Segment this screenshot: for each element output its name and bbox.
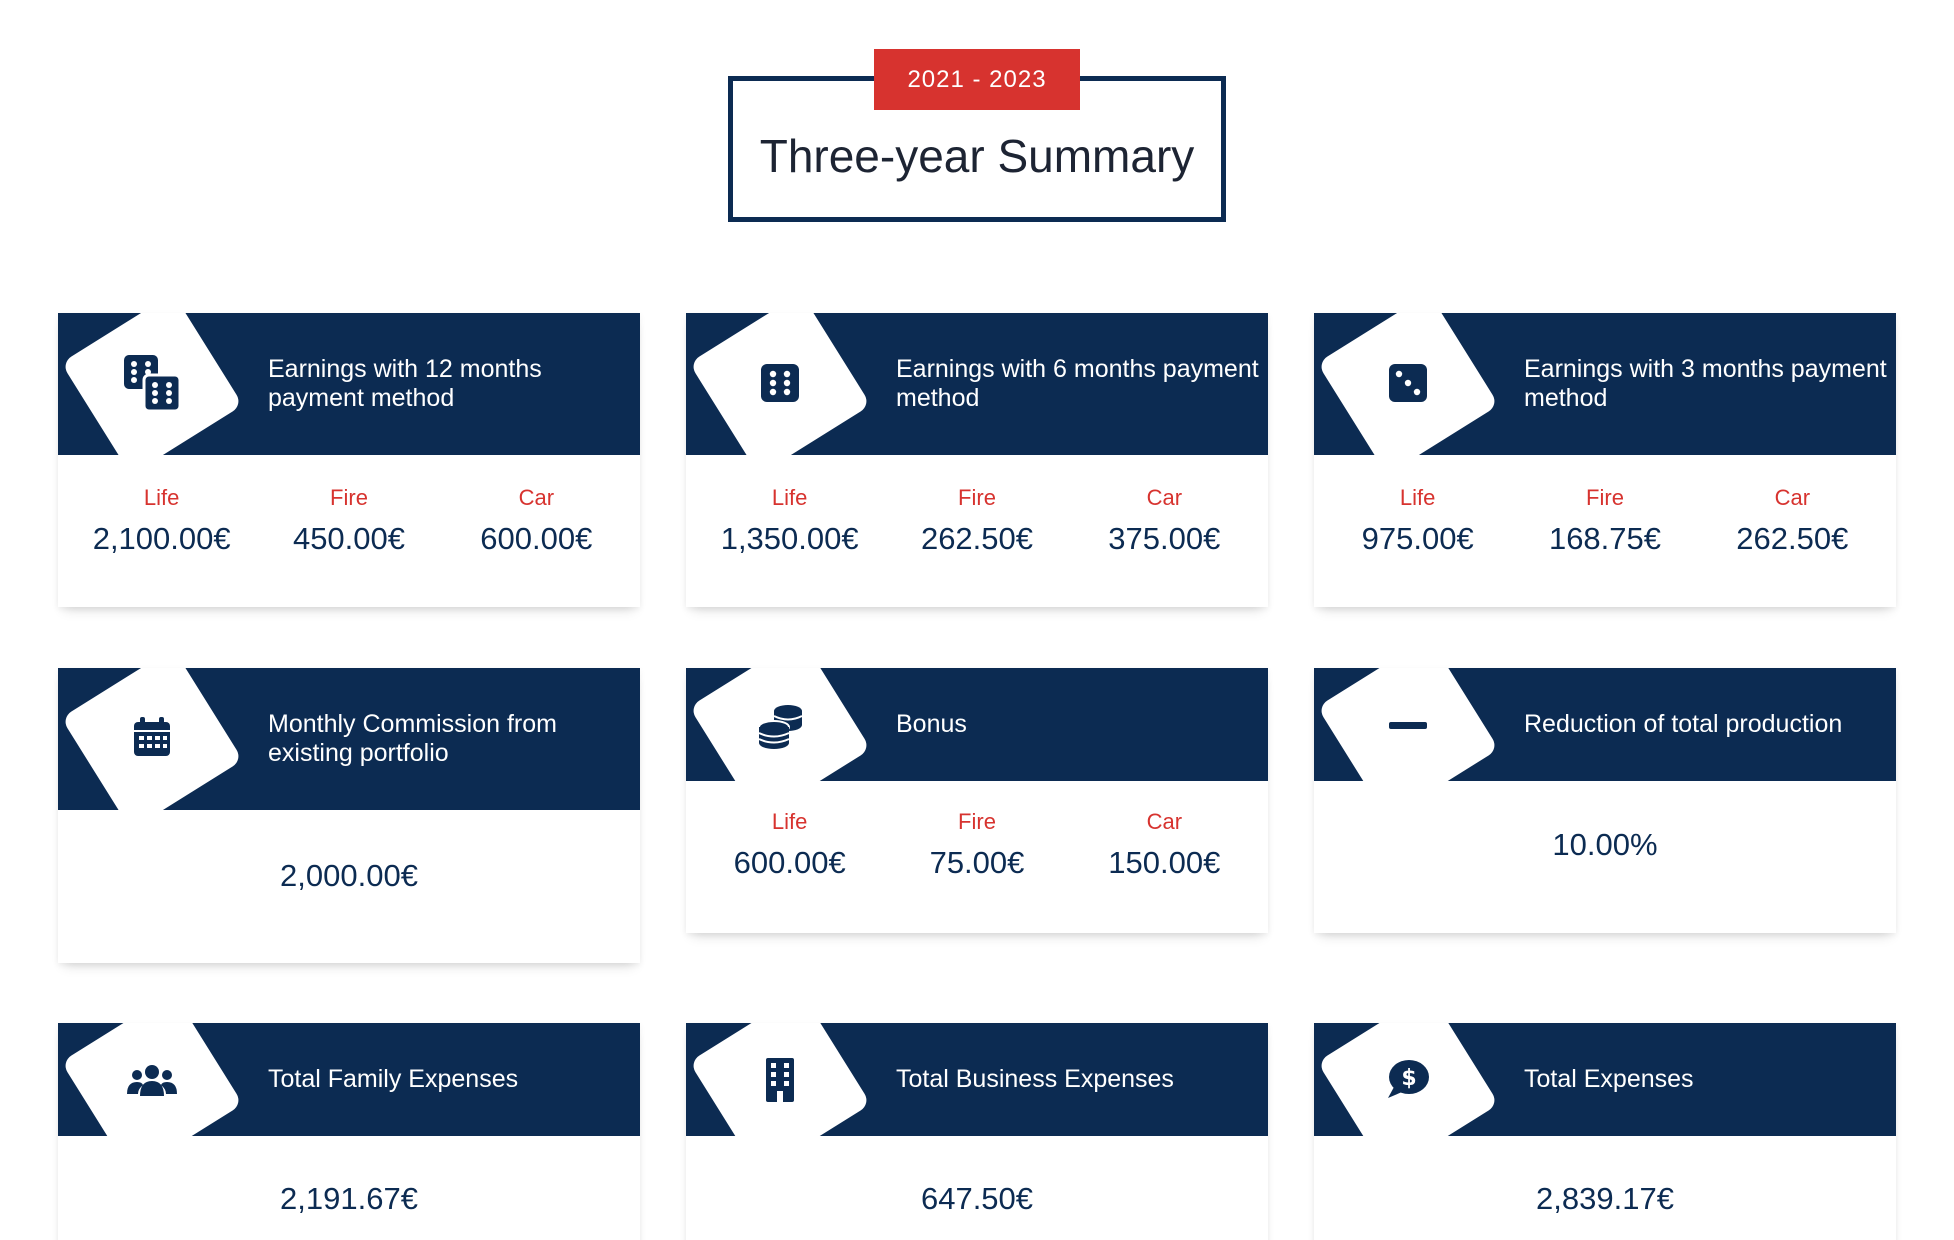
value-column-car: Car 600.00€ bbox=[443, 485, 630, 557]
card-header: $ Total Expenses bbox=[1314, 1023, 1896, 1136]
value-column-life: Life 975.00€ bbox=[1324, 485, 1511, 557]
column-value: 975.00€ bbox=[1361, 521, 1474, 556]
card-header: Earnings with 12 months payment method bbox=[58, 313, 640, 455]
column-label: Car bbox=[1146, 485, 1183, 510]
card-total-family-expenses: Total Family Expenses 2,191.67€ bbox=[58, 1023, 640, 1240]
value-column-fire: Fire 168.75€ bbox=[1511, 485, 1698, 557]
card-header: Earnings with 6 months payment method bbox=[686, 313, 1268, 455]
value-column-car: Car 150.00€ bbox=[1071, 809, 1258, 881]
value-column-life: Life 600.00€ bbox=[696, 809, 883, 881]
value-column-fire: Fire 450.00€ bbox=[255, 485, 442, 557]
column-label: Fire bbox=[330, 485, 368, 510]
card-title: Earnings with 6 months payment method bbox=[896, 355, 1259, 412]
card-total-expenses: $ Total Expenses 2,839.17€ bbox=[1314, 1023, 1896, 1240]
svg-text:$: $ bbox=[1401, 1066, 1416, 1091]
coins-icon bbox=[750, 695, 810, 755]
value-column-fire: Fire 262.50€ bbox=[883, 485, 1070, 557]
card-total-business-expenses: Total Business Expenses 647.50€ bbox=[686, 1023, 1268, 1240]
card-header: Reduction of total production bbox=[1314, 668, 1896, 781]
column-value: 600.00€ bbox=[480, 521, 593, 556]
column-label: Car bbox=[518, 485, 555, 510]
period-badge: 2021 - 2023 bbox=[874, 49, 1080, 110]
card-earnings-6-months: Earnings with 6 months payment method Li… bbox=[686, 313, 1268, 607]
column-value: 1,350.00€ bbox=[720, 521, 859, 556]
column-value: 450.00€ bbox=[292, 521, 406, 556]
card-title: Total Family Expenses bbox=[268, 1065, 519, 1093]
dice-six-icon bbox=[750, 353, 810, 413]
dice-pair-icon bbox=[122, 353, 182, 413]
value-column-car: Car 375.00€ bbox=[1071, 485, 1258, 557]
calendar-icon bbox=[122, 708, 182, 768]
card-title: Reduction of total production bbox=[1524, 710, 1843, 738]
value-columns: Life 975.00€ Fire 168.75€ Car 262.50€ bbox=[1314, 455, 1896, 557]
card-header: Monthly Commission from existing portfol… bbox=[58, 668, 640, 810]
reduction-value: 10.00% bbox=[1552, 827, 1658, 862]
card-monthly-commission: Monthly Commission from existing portfol… bbox=[58, 668, 640, 963]
column-value: 375.00€ bbox=[1108, 521, 1221, 556]
value-column-life: Life 1,350.00€ bbox=[696, 485, 883, 557]
card-title: Total Business Expenses bbox=[896, 1065, 1174, 1093]
card-earnings-3-months: Earnings with 3 months payment method Li… bbox=[1314, 313, 1896, 607]
column-value: 168.75€ bbox=[1548, 521, 1662, 556]
dollar-comment-icon: $ bbox=[1378, 1050, 1438, 1110]
column-label: Life bbox=[771, 485, 808, 510]
column-label: Life bbox=[143, 485, 180, 510]
commission-value: 2,000.00€ bbox=[280, 858, 418, 893]
column-value: 262.50€ bbox=[1736, 521, 1849, 556]
users-icon bbox=[122, 1050, 182, 1110]
value-column-life: Life 2,100.00€ bbox=[68, 485, 255, 557]
value-columns: Life 600.00€ Fire 75.00€ Car 150.00€ bbox=[686, 781, 1268, 881]
card-title: Total Expenses bbox=[1524, 1065, 1694, 1093]
column-label: Life bbox=[1399, 485, 1436, 510]
column-value: 2,100.00€ bbox=[92, 521, 231, 556]
card-title: Bonus bbox=[896, 710, 967, 738]
value-columns: Life 2,100.00€ Fire 450.00€ Car 600.00€ bbox=[58, 455, 640, 557]
column-label: Fire bbox=[1586, 485, 1624, 510]
dice-three-icon bbox=[1378, 353, 1438, 413]
card-title: Earnings with 12 months payment method bbox=[268, 355, 542, 412]
value-column-fire: Fire 75.00€ bbox=[883, 809, 1070, 881]
column-value: 600.00€ bbox=[733, 845, 846, 880]
column-label: Life bbox=[771, 809, 808, 834]
building-icon bbox=[750, 1050, 810, 1110]
total-expenses-value: 2,839.17€ bbox=[1536, 1181, 1674, 1216]
column-value: 75.00€ bbox=[929, 845, 1025, 880]
card-title: Earnings with 3 months payment method bbox=[1524, 355, 1887, 412]
family-expenses-value: 2,191.67€ bbox=[280, 1181, 418, 1216]
card-title: Monthly Commission from existing portfol… bbox=[268, 710, 557, 767]
column-label: Fire bbox=[958, 809, 996, 834]
card-header: Earnings with 3 months payment method bbox=[1314, 313, 1896, 455]
page-title: Three-year Summary bbox=[759, 130, 1195, 182]
column-label: Fire bbox=[958, 485, 996, 510]
column-label: Car bbox=[1774, 485, 1811, 510]
card-earnings-12-months: Earnings with 12 months payment method L… bbox=[58, 313, 640, 607]
column-value: 262.50€ bbox=[920, 521, 1034, 556]
value-columns: Life 1,350.00€ Fire 262.50€ Car 375.00€ bbox=[686, 455, 1268, 557]
column-value: 150.00€ bbox=[1108, 845, 1221, 880]
card-bonus: Bonus Life 600.00€ Fire 75.00€ Car 150.0… bbox=[686, 668, 1268, 933]
business-expenses-value: 647.50€ bbox=[920, 1181, 1034, 1216]
card-reduction: Reduction of total production 10.00% bbox=[1314, 668, 1896, 933]
card-header: Bonus bbox=[686, 668, 1268, 781]
card-header: Total Business Expenses bbox=[686, 1023, 1268, 1136]
minus-icon bbox=[1378, 695, 1438, 755]
column-label: Car bbox=[1146, 809, 1183, 834]
value-column-car: Car 262.50€ bbox=[1699, 485, 1886, 557]
card-header: Total Family Expenses bbox=[58, 1023, 640, 1136]
